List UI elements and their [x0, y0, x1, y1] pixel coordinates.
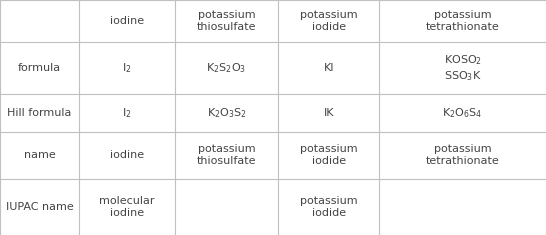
Text: IK: IK — [324, 108, 334, 118]
Text: KI: KI — [324, 63, 334, 73]
Text: iodine: iodine — [110, 150, 144, 160]
Text: I$_2$: I$_2$ — [122, 61, 132, 75]
Text: molecular
iodine: molecular iodine — [99, 196, 155, 218]
Text: potassium
thiosulfate: potassium thiosulfate — [197, 10, 256, 32]
Text: potassium
tetrathionate: potassium tetrathionate — [426, 144, 500, 166]
Text: iodine: iodine — [110, 16, 144, 26]
Text: potassium
iodide: potassium iodide — [300, 196, 358, 218]
Text: IUPAC name: IUPAC name — [5, 202, 74, 212]
Text: KOSO$_2$
SSO$_3$K: KOSO$_2$ SSO$_3$K — [444, 53, 482, 83]
Text: name: name — [23, 150, 56, 160]
Text: potassium
thiosulfate: potassium thiosulfate — [197, 144, 256, 166]
Text: potassium
iodide: potassium iodide — [300, 144, 358, 166]
Text: K$_2$S$_2$O$_3$: K$_2$S$_2$O$_3$ — [206, 61, 247, 75]
Text: K$_2$O$_6$S$_4$: K$_2$O$_6$S$_4$ — [442, 106, 483, 120]
Text: K$_2$O$_3$S$_2$: K$_2$O$_3$S$_2$ — [206, 106, 247, 120]
Text: potassium
tetrathionate: potassium tetrathionate — [426, 10, 500, 32]
Text: potassium
iodide: potassium iodide — [300, 10, 358, 32]
Text: I$_2$: I$_2$ — [122, 106, 132, 120]
Text: formula: formula — [18, 63, 61, 73]
Text: Hill formula: Hill formula — [8, 108, 72, 118]
